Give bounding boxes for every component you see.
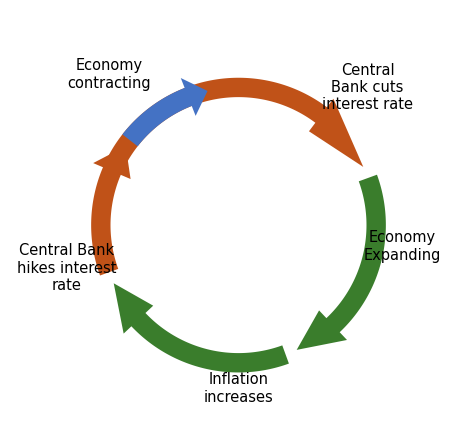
Polygon shape <box>296 174 385 350</box>
Polygon shape <box>122 78 207 146</box>
Polygon shape <box>113 283 288 372</box>
Text: Economy
contracting: Economy contracting <box>68 58 151 91</box>
Text: Economy
Expanding: Economy Expanding <box>363 230 440 263</box>
Text: Central Bank
hikes interest
rate: Central Bank hikes interest rate <box>17 243 116 293</box>
Text: Inflation
increases: Inflation increases <box>203 372 273 405</box>
Polygon shape <box>91 146 130 275</box>
Polygon shape <box>105 78 363 171</box>
Text: Central
Bank cuts
interest rate: Central Bank cuts interest rate <box>321 62 412 112</box>
